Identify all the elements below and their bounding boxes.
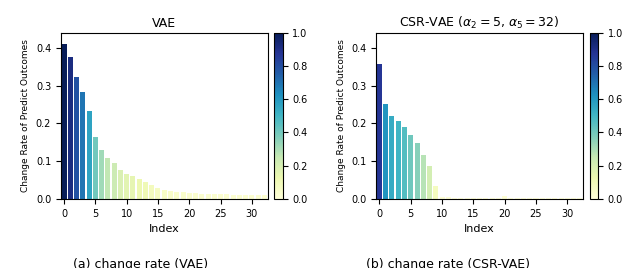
Bar bbox=[527, 198, 532, 199]
Bar bbox=[383, 105, 388, 199]
Bar bbox=[446, 198, 451, 199]
Bar bbox=[243, 195, 248, 199]
Bar bbox=[577, 198, 582, 199]
Bar bbox=[199, 194, 204, 199]
X-axis label: Index: Index bbox=[464, 224, 495, 234]
Bar bbox=[212, 194, 217, 199]
Bar bbox=[237, 195, 242, 199]
Text: (a) change rate (VAE): (a) change rate (VAE) bbox=[73, 258, 209, 268]
Bar bbox=[193, 193, 198, 199]
Bar bbox=[571, 198, 576, 199]
Bar bbox=[68, 57, 73, 199]
Bar bbox=[565, 198, 570, 199]
Bar bbox=[86, 111, 92, 199]
Bar bbox=[180, 192, 186, 199]
Bar bbox=[559, 198, 564, 199]
Bar bbox=[377, 64, 382, 199]
Bar bbox=[93, 137, 98, 199]
Bar bbox=[534, 198, 538, 199]
Bar bbox=[149, 185, 154, 199]
Bar bbox=[465, 198, 470, 199]
Bar bbox=[143, 182, 148, 199]
Bar bbox=[118, 170, 123, 199]
Bar bbox=[74, 77, 79, 199]
Y-axis label: Change Rate of Predict Outcomes: Change Rate of Predict Outcomes bbox=[337, 39, 346, 192]
Bar bbox=[552, 198, 557, 199]
Bar bbox=[230, 195, 236, 199]
Bar bbox=[452, 198, 457, 199]
Bar bbox=[168, 191, 173, 199]
Bar bbox=[124, 174, 129, 199]
Bar bbox=[440, 197, 445, 199]
Bar bbox=[99, 150, 104, 199]
Bar bbox=[546, 198, 551, 199]
Bar bbox=[458, 198, 463, 199]
Bar bbox=[471, 198, 476, 199]
Text: (b) change rate (CSR-VAE): (b) change rate (CSR-VAE) bbox=[366, 258, 530, 268]
Bar bbox=[137, 179, 141, 199]
Bar bbox=[408, 135, 413, 199]
Bar bbox=[415, 143, 420, 199]
Bar bbox=[477, 198, 482, 199]
Bar bbox=[515, 198, 520, 199]
Bar bbox=[162, 189, 167, 199]
Bar bbox=[106, 158, 110, 199]
Bar bbox=[218, 194, 223, 199]
Bar bbox=[250, 195, 254, 199]
Bar bbox=[433, 187, 438, 199]
Bar bbox=[187, 193, 192, 199]
Bar bbox=[205, 194, 211, 199]
Bar bbox=[255, 195, 260, 199]
Bar bbox=[521, 198, 526, 199]
Bar bbox=[490, 198, 495, 199]
Bar bbox=[427, 166, 432, 199]
Bar bbox=[496, 198, 501, 199]
Bar bbox=[420, 155, 426, 199]
Bar bbox=[111, 163, 116, 199]
Bar bbox=[502, 196, 507, 199]
Bar bbox=[80, 92, 85, 199]
Bar bbox=[174, 192, 179, 199]
Bar bbox=[402, 128, 407, 199]
Title: CSR-VAE ($\alpha_2 = 5$, $\alpha_5 = 32$): CSR-VAE ($\alpha_2 = 5$, $\alpha_5 = 32$… bbox=[399, 15, 560, 31]
Bar bbox=[262, 195, 267, 199]
Bar bbox=[508, 198, 513, 199]
Bar bbox=[396, 121, 401, 199]
Bar bbox=[61, 44, 67, 199]
Bar bbox=[390, 116, 394, 199]
Y-axis label: Change Rate of Predict Outcomes: Change Rate of Predict Outcomes bbox=[21, 39, 30, 192]
X-axis label: Index: Index bbox=[149, 224, 180, 234]
Bar bbox=[156, 188, 161, 199]
Bar bbox=[540, 198, 545, 199]
Bar bbox=[483, 198, 488, 199]
Bar bbox=[225, 194, 229, 199]
Bar bbox=[131, 176, 136, 199]
Title: VAE: VAE bbox=[152, 17, 176, 30]
